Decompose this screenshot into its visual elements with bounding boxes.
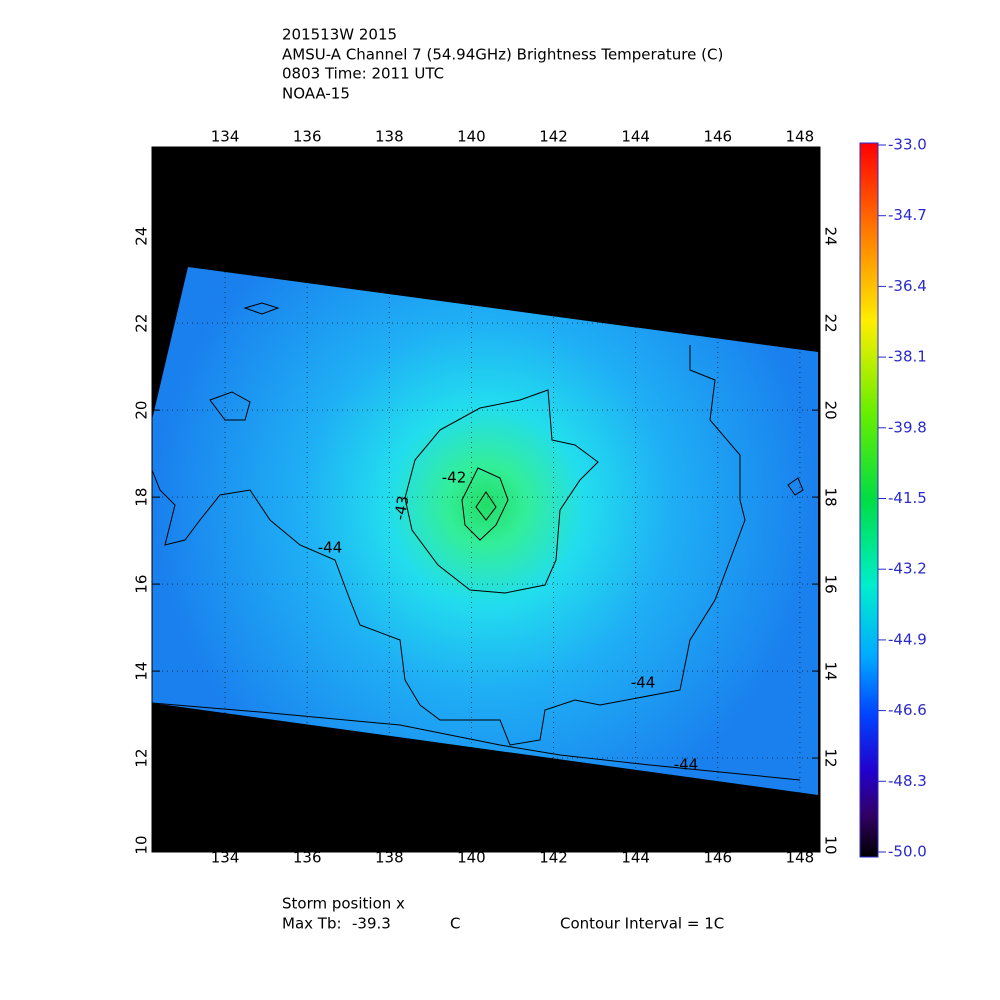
axis-ticks: 134 134 136 136 138 138 140 140 142 142 144 144 146 1… [133, 128, 840, 867]
x-tick-label: 142 [539, 128, 568, 146]
max-tb-label: Max Tb: [282, 915, 342, 933]
colorbar-tick-label: -44.9 [888, 630, 927, 648]
header-line: 0803 Time: 2011 UTC [282, 65, 444, 83]
max-tb-unit: C [450, 915, 460, 933]
y-tick-label: 22 [133, 314, 151, 333]
contour-label: -42 [442, 469, 467, 487]
header-line: AMSU-A Channel 7 (54.94GHz) Brightness T… [282, 46, 723, 64]
contours [151, 302, 804, 781]
colorbar-tick-label: -39.8 [888, 418, 927, 436]
contour [404, 389, 599, 594]
x-tick-label: 138 [375, 849, 404, 867]
x-tick-label: 136 [293, 849, 322, 867]
x-tick-label: 144 [621, 849, 650, 867]
colorbar [859, 142, 879, 858]
colorbar-tick-label: -38.1 [888, 348, 927, 366]
x-tick-label: 138 [375, 128, 404, 146]
contour [151, 702, 801, 781]
y-tick-label: 18 [133, 488, 151, 507]
swath [152, 267, 818, 795]
x-tick-label: 142 [539, 849, 568, 867]
map-frame [151, 146, 821, 853]
y-tick-label: 14 [133, 662, 151, 681]
x-tick-label: 140 [457, 849, 486, 867]
colorbar-tick-label: -48.3 [888, 772, 927, 790]
y-tick-label: 22 [822, 314, 840, 333]
y-tick-label: 18 [822, 488, 840, 507]
x-tick-label: 146 [703, 849, 732, 867]
y-tick-label: 20 [133, 401, 151, 420]
header-line: NOAA-15 [282, 85, 350, 103]
x-tick-label: 144 [621, 128, 650, 146]
header: 201513W 2015 AMSU-A Channel 7 (54.94GHz)… [282, 26, 723, 103]
contour [151, 345, 746, 746]
colorbar-tick-label: -50.0 [888, 843, 927, 861]
x-tick-label: 140 [457, 128, 486, 146]
header-line: 201513W 2015 [282, 26, 397, 44]
y-tick-label: 10 [133, 835, 151, 854]
y-tick-label: 12 [133, 749, 151, 768]
contour-label: -44 [631, 674, 656, 692]
x-tick-label: 148 [786, 128, 815, 146]
colorbar-tick-label: -46.6 [888, 701, 927, 719]
contour-label: -43 [391, 494, 413, 521]
contour [475, 491, 497, 521]
y-tick-label: 12 [822, 749, 840, 768]
x-tick-label: 136 [293, 128, 322, 146]
colorbar-ticks: -33.0 -34.7 -36.4 -38.1 -39.8 -41.5 -43.2 -44.9… [878, 136, 927, 861]
y-tick-label: 24 [822, 227, 840, 246]
colorbar-tick-label: -43.2 [888, 560, 927, 578]
x-tick-label: 134 [211, 128, 240, 146]
y-tick-label: 14 [822, 662, 840, 681]
footer: Storm position x Max Tb: -39.3 C Contour… [282, 895, 724, 933]
x-tick-label: 134 [211, 849, 240, 867]
colorbar-tick-label: -41.5 [888, 489, 927, 507]
contour-label: -44 [674, 756, 699, 774]
max-tb-value: -39.3 [352, 915, 391, 933]
colorbar-tick-label: -33.0 [888, 136, 927, 154]
storm-position: Storm position x [282, 895, 405, 913]
y-tick-label: 20 [822, 401, 840, 420]
contour [209, 391, 251, 421]
contour-interval: Contour Interval = 1C [560, 915, 724, 933]
y-tick-label: 16 [822, 575, 840, 594]
contour-label: -44 [318, 539, 343, 557]
contour [461, 467, 509, 541]
colorbar-tick-label: -34.7 [888, 206, 927, 224]
y-tick-label: 16 [133, 575, 151, 594]
x-tick-label: 146 [703, 128, 732, 146]
x-tick-label: 148 [786, 849, 815, 867]
y-tick-label: 10 [822, 835, 840, 854]
y-tick-label: 24 [133, 227, 151, 246]
colorbar-tick-label: -36.4 [888, 277, 927, 295]
contour [787, 477, 804, 496]
contour [243, 302, 280, 315]
